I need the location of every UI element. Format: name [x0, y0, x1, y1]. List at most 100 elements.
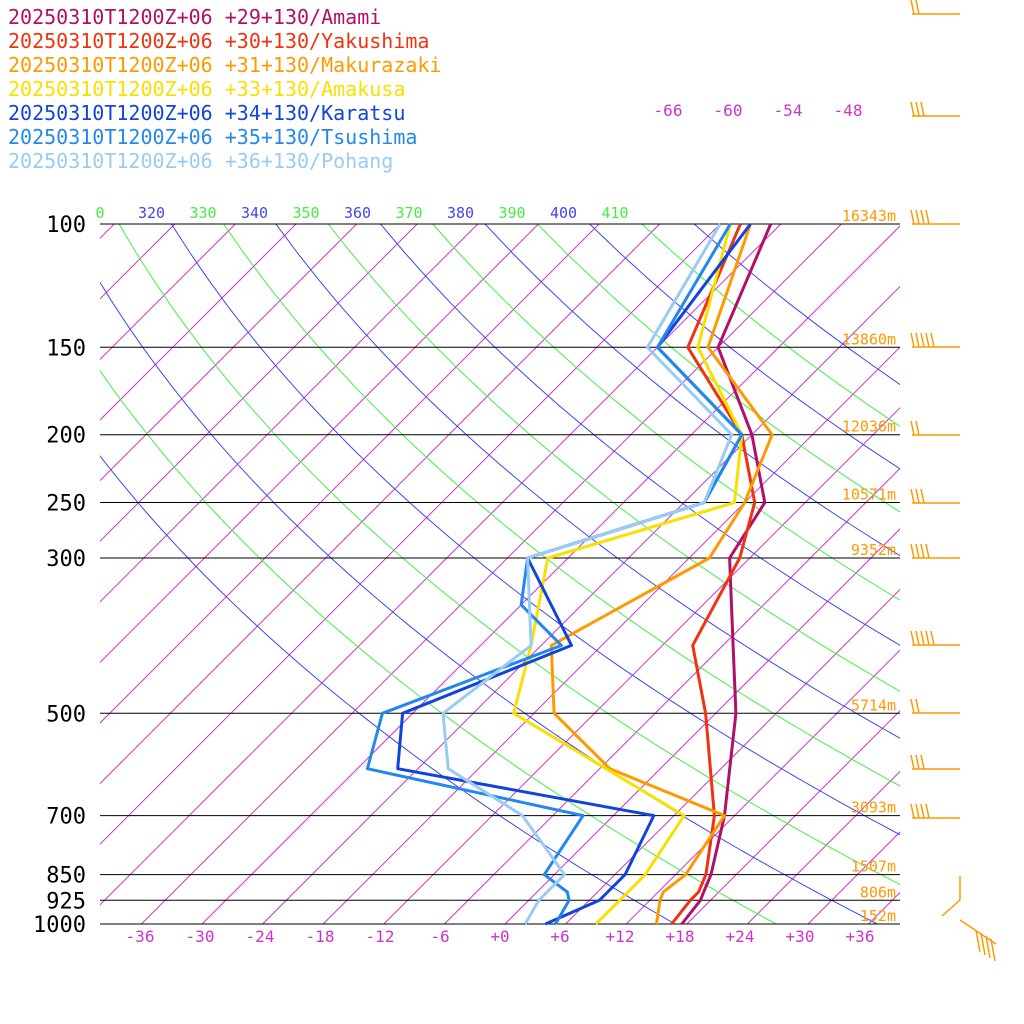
legend-entry: 20250310T1200Z+06 +35+130/Tsushima	[8, 125, 417, 149]
isotherm-line	[100, 224, 479, 603]
isotherm-line	[322, 346, 900, 924]
wind-barb-feather	[915, 332, 920, 348]
isotherm-line	[100, 224, 357, 482]
theta-label: 410	[601, 204, 628, 222]
wind-barb-feather	[915, 0, 920, 15]
wind-barb-feather	[915, 101, 920, 117]
dry-adiabat-line	[432, 224, 900, 601]
pressure-tick-label: 850	[46, 864, 86, 889]
dry-adiabat-line	[327, 224, 900, 692]
wind-barb-feather	[910, 209, 915, 225]
wind-barb-shaft	[959, 919, 997, 945]
dry-adiabat-line	[536, 224, 900, 513]
wind-barb-feather	[920, 209, 925, 225]
legend-entry: 20250310T1200Z+06 +31+130/Makurazaki	[8, 53, 441, 77]
wind-barb-feather	[910, 0, 915, 15]
wind-barb-feather	[985, 935, 991, 959]
wind-barb-feather	[915, 209, 920, 225]
pressure-tick-label: 1000	[33, 913, 86, 938]
legend-entry: 20250310T1200Z+06 +30+130/Yakushima	[8, 29, 429, 53]
temperature-tick-label: +18	[666, 927, 695, 946]
isotherm-top-label: -48	[834, 101, 863, 120]
isotherm-line	[807, 831, 900, 924]
temperature-tick-label: -24	[246, 927, 275, 946]
wind-barb-feather	[925, 332, 930, 348]
wind-barb-feather	[910, 543, 915, 559]
grid-lines	[100, 224, 1024, 924]
height-label: 806m	[860, 883, 896, 901]
wind-barbs	[910, 0, 997, 962]
theta-label: 360	[344, 204, 371, 222]
dry-adiabat-line	[100, 455, 677, 924]
pressure-tick-label: 200	[46, 424, 86, 449]
theta-label: 390	[498, 204, 525, 222]
temperature-tick-label: -30	[186, 927, 215, 946]
isotherm-line	[100, 224, 539, 664]
temperature-profile-line	[396, 223, 752, 926]
wind-barb-feather	[920, 101, 925, 117]
isotherm-line	[990, 224, 1024, 924]
isotherm-line	[201, 225, 900, 924]
temperature-profile-line	[549, 223, 774, 925]
legend-entry: 20250310T1200Z+06 +29+130/Amami	[8, 5, 381, 29]
isotherm-line	[100, 224, 660, 785]
temperature-tick-label: +30	[786, 927, 815, 946]
isotherm-line	[625, 649, 900, 924]
isotherm-line	[100, 224, 721, 845]
pressure-tick-label: 925	[46, 889, 86, 914]
isotherm-line	[100, 224, 176, 300]
isotherm-line	[565, 588, 900, 924]
temperature-tick-label: +12	[606, 927, 635, 946]
wind-barb-feather	[910, 332, 915, 348]
legend-entry: 20250310T1200Z+06 +34+130/Karatsu	[8, 101, 405, 125]
theta-label: 380	[447, 204, 474, 222]
wind-barb-feather	[920, 630, 925, 646]
isotherm-line	[686, 710, 900, 924]
pressure-tick-label: 300	[46, 547, 86, 572]
wind-barb-feather	[910, 630, 915, 646]
theta-label: 340	[241, 204, 268, 222]
wind-barb-feather	[920, 754, 925, 770]
dry-adiabat-line	[641, 224, 900, 427]
wind-barb-feather	[915, 630, 920, 646]
temperature-tick-label: -12	[366, 927, 395, 946]
isotherm-line	[747, 770, 900, 924]
isotherm-line	[444, 467, 900, 924]
wind-barb-feather	[910, 101, 915, 117]
temperature-profiles	[365, 223, 774, 926]
temperature-profile-line	[670, 223, 757, 925]
wind-barb-feather	[925, 543, 930, 559]
theta-label: 0	[95, 204, 104, 222]
wind-barb-feather	[920, 803, 925, 819]
isotherm-line	[100, 224, 236, 361]
wind-barb-feather	[915, 698, 920, 714]
pressure-tick-label: 700	[46, 805, 86, 830]
height-label: 9352m	[851, 541, 896, 559]
isotherm-line	[100, 224, 418, 542]
grid-clip-group	[100, 224, 1024, 924]
wind-barb-feather	[930, 630, 935, 646]
height-label: 10571m	[842, 486, 896, 504]
wind-barb-feather	[910, 803, 915, 819]
wind-barb-feather	[910, 754, 915, 770]
wind-barb-feather	[930, 332, 935, 348]
temperature-profile-line	[365, 223, 744, 925]
wind-barb-feather	[980, 932, 986, 956]
temperature-tick-label: -36	[126, 927, 155, 946]
isotherm-line	[262, 285, 900, 924]
wind-barb-feather	[910, 698, 915, 714]
temperature-tick-label: +6	[550, 927, 569, 946]
wind-barb-feather	[915, 754, 920, 770]
temperature-tick-label: +24	[726, 927, 755, 946]
temperature-profile-line	[680, 223, 773, 925]
isotherm-line	[504, 528, 900, 924]
legend-entry: 20250310T1200Z+06 +33+130/Amakusa	[8, 77, 405, 101]
theta-label: 400	[550, 204, 577, 222]
wind-barb-feather	[920, 543, 925, 559]
wind-barb-feather	[925, 630, 930, 646]
wind-barb-feather	[925, 803, 930, 819]
wind-barb-feather	[990, 938, 996, 962]
pressure-tick-label: 100	[46, 213, 86, 238]
